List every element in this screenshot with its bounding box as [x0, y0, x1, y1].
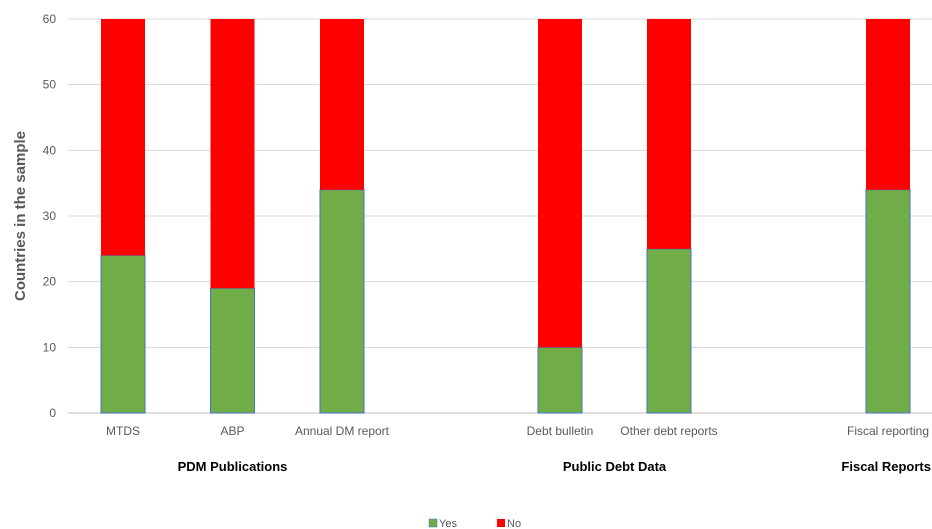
bar-no-annual-dm-report [320, 19, 364, 190]
y-tick-label: 50 [43, 78, 57, 92]
category-group-label: PDM Publications [178, 459, 288, 474]
x-axis-ticks: MTDS ABP Annual DM report Debt bulletin Othe… [106, 424, 929, 438]
y-tick-label: 60 [43, 12, 57, 26]
category-groups: PDM Publications Public Debt Data Fiscal R… [178, 459, 931, 474]
bar-yes-annual-dm-report [319, 189, 365, 414]
category-group-label: Fiscal Reports [841, 459, 931, 474]
legend-swatch-no [497, 519, 505, 527]
bar-no-fiscal-reporting [866, 19, 910, 190]
category-group-label: Public Debt Data [563, 459, 667, 474]
bars [100, 19, 911, 414]
legend: Yes No [428, 518, 521, 529]
y-axis-ticks: 0 10 20 30 40 50 60 [43, 12, 57, 420]
gridlines [68, 18, 932, 414]
bar-no-debt-bulletin [538, 19, 582, 348]
x-tick-label: Other debt reports [620, 424, 717, 438]
x-tick-label: MTDS [106, 424, 140, 438]
bar-yes-fiscal-reporting [865, 189, 911, 414]
bar-no-mtds [101, 19, 145, 256]
legend-label-yes: Yes [439, 518, 457, 529]
bar-yes-other-debt-reports [646, 248, 692, 414]
bar-yes-mtds [100, 254, 146, 414]
y-axis-label: Countries in the sample [12, 131, 29, 301]
bar-no-other-debt-reports [647, 19, 691, 249]
x-tick-label: ABP [220, 424, 244, 438]
x-tick-label: Annual DM report [295, 424, 390, 438]
y-tick-label: 0 [49, 406, 56, 420]
x-tick-label: Debt bulletin [527, 424, 594, 438]
y-tick-label: 20 [43, 275, 57, 289]
legend-label-no: No [507, 518, 521, 529]
x-tick-label: Fiscal reporting [847, 424, 929, 438]
bar-yes-debt-bulletin [537, 346, 583, 414]
bar-no-abp [210, 19, 255, 289]
bar-yes-abp [210, 287, 255, 414]
y-tick-label: 10 [43, 340, 57, 354]
legend-swatch-yes [428, 518, 438, 528]
y-tick-label: 30 [43, 209, 57, 223]
y-tick-label: 40 [43, 143, 57, 157]
